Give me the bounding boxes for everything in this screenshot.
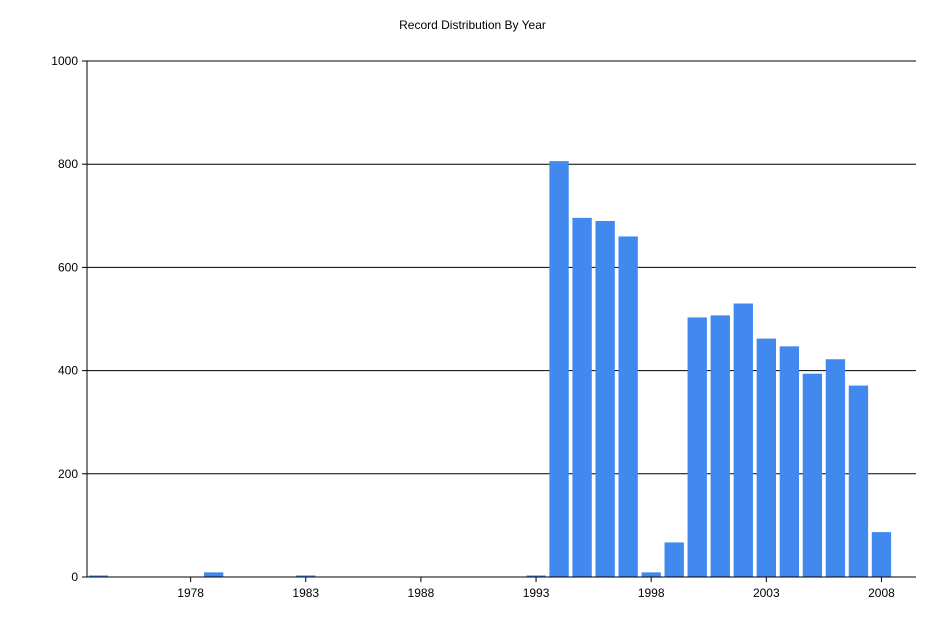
bar-1996 (595, 220, 615, 577)
bar-1979 (203, 572, 224, 577)
bar-1998 (641, 572, 661, 577)
y-tick-label: 400 (58, 364, 78, 378)
bar-2000 (687, 317, 707, 577)
bar-1974 (88, 575, 109, 577)
bar-2003 (756, 338, 776, 577)
x-tick-label: 1978 (177, 586, 204, 600)
x-tick-label: 2008 (868, 586, 895, 600)
bar-1983 (296, 575, 316, 577)
y-axis-ticks: 0 200 400 600 800 1000 (51, 54, 87, 584)
bar-1995 (572, 217, 592, 577)
x-axis-ticks: 1978 1983 1988 1993 1998 2003 2008 (177, 577, 895, 600)
y-tick-label: 1000 (51, 54, 78, 68)
bar-2007 (848, 385, 869, 577)
bar-1994 (549, 161, 569, 577)
x-tick-label: 1998 (638, 586, 665, 600)
y-tick-label: 600 (58, 260, 78, 274)
bar-2006 (825, 359, 846, 577)
x-tick-label: 2003 (753, 586, 780, 600)
bar-2002 (733, 303, 753, 577)
bar-2005 (802, 373, 823, 577)
bar-2008 (871, 532, 892, 577)
axes (86, 61, 916, 578)
y-tick-label: 200 (58, 467, 78, 481)
bar-2004 (779, 346, 800, 577)
bars (88, 161, 892, 577)
bar-2001 (710, 315, 730, 577)
bar-1999 (664, 542, 684, 577)
y-tick-label: 800 (58, 157, 78, 171)
bar-1993 (526, 575, 546, 577)
chart-title: Record Distribution By Year (399, 18, 546, 32)
bar-1997 (618, 236, 638, 577)
x-tick-label: 1993 (523, 586, 550, 600)
gridlines (87, 60, 916, 475)
x-tick-label: 1983 (292, 586, 319, 600)
y-tick-label: 0 (71, 570, 78, 584)
x-tick-label: 1988 (408, 586, 435, 600)
